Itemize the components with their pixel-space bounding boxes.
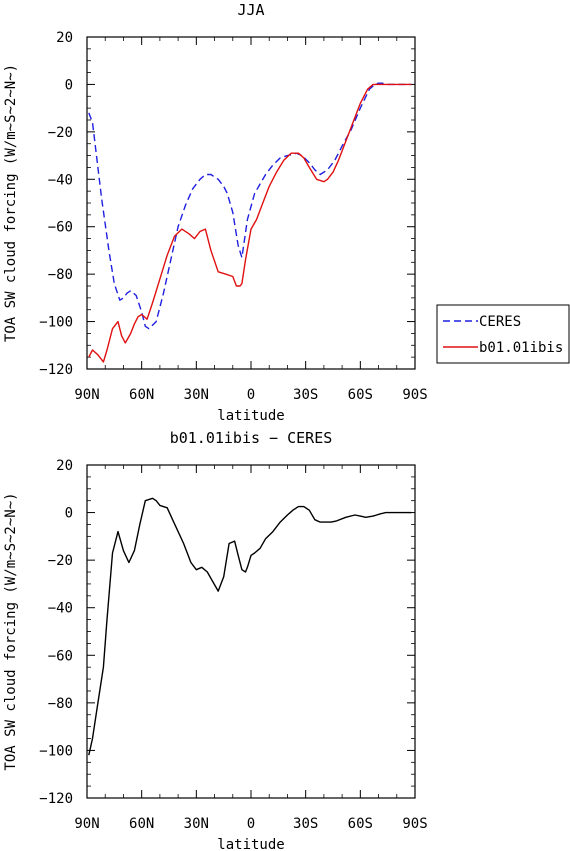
top-x-tick-label: 90S xyxy=(402,387,427,403)
bottom-y-tick-label: −120 xyxy=(39,791,73,807)
top-chart-legend: CERES b01.01ibis xyxy=(436,304,570,364)
bottom-y-tick-label: 0 xyxy=(65,506,73,522)
top-y-tick-label: 20 xyxy=(56,30,73,46)
top-x-tick-label: 0 xyxy=(247,387,255,403)
top-y-tick-label: −60 xyxy=(48,220,73,236)
top-x-tick-label: 30S xyxy=(293,387,318,403)
bottom-y-tick-label: −20 xyxy=(48,553,73,569)
top-x-tick-label: 90N xyxy=(74,387,99,403)
legend-label-ceres: CERES xyxy=(479,314,521,330)
top-y-tick-label: −80 xyxy=(48,267,73,283)
bottom-chart-panel: b01.01ibis − CERES TOA SW cloud forcing … xyxy=(3,429,428,851)
bottom-y-tick-label: −80 xyxy=(48,696,73,712)
legend-box xyxy=(436,304,570,364)
top-y-tick-label: −20 xyxy=(48,125,73,141)
top-x-tick-label: 30N xyxy=(184,387,209,403)
top-y-tick-label: −100 xyxy=(39,315,73,331)
top-y-tick-label: 0 xyxy=(65,77,73,93)
bottom-x-tick-label: 30S xyxy=(293,816,318,832)
bottom-series-line-0 xyxy=(88,497,412,756)
bottom-x-tick-label: 90S xyxy=(402,816,427,832)
top-series-line-b01-01ibis xyxy=(88,83,412,363)
top-y-tick-label: −40 xyxy=(48,172,73,188)
bottom-y-tick-label: −60 xyxy=(48,648,73,664)
top-x-tick-label: 60S xyxy=(348,387,373,403)
top-x-tick-label: 60N xyxy=(129,387,154,403)
bottom-x-tick-label: 60N xyxy=(129,816,154,832)
bottom-chart-x-axis-label: latitude xyxy=(217,837,284,851)
bottom-x-tick-label: 90N xyxy=(74,816,99,832)
bottom-chart-title: b01.01ibis − CERES xyxy=(170,429,333,447)
bottom-y-tick-label: 20 xyxy=(56,458,73,474)
bottom-x-tick-label: 30N xyxy=(184,816,209,832)
top-series-line-ceres xyxy=(88,82,412,330)
top-y-tick-label: −120 xyxy=(39,362,73,378)
top-chart-y-axis-label: TOA SW cloud forcing (W/m~S~2~N~) xyxy=(3,64,19,342)
bottom-y-tick-label: −100 xyxy=(39,743,73,759)
bottom-x-tick-label: 60S xyxy=(348,816,373,832)
legend-label-b01-01ibis: b01.01ibis xyxy=(479,340,563,356)
top-chart-x-axis-label: latitude xyxy=(217,408,284,424)
top-chart-panel: JJA TOA SW cloud forcing (W/m~S~2~N~) la… xyxy=(3,1,570,424)
bottom-y-tick-label: −40 xyxy=(48,601,73,617)
bottom-chart-y-axis-label: TOA SW cloud forcing (W/m~S~2~N~) xyxy=(3,492,19,770)
bottom-x-tick-label: 0 xyxy=(247,816,255,832)
bottom-plot-frame xyxy=(86,464,416,799)
top-chart-title: JJA xyxy=(237,1,264,19)
